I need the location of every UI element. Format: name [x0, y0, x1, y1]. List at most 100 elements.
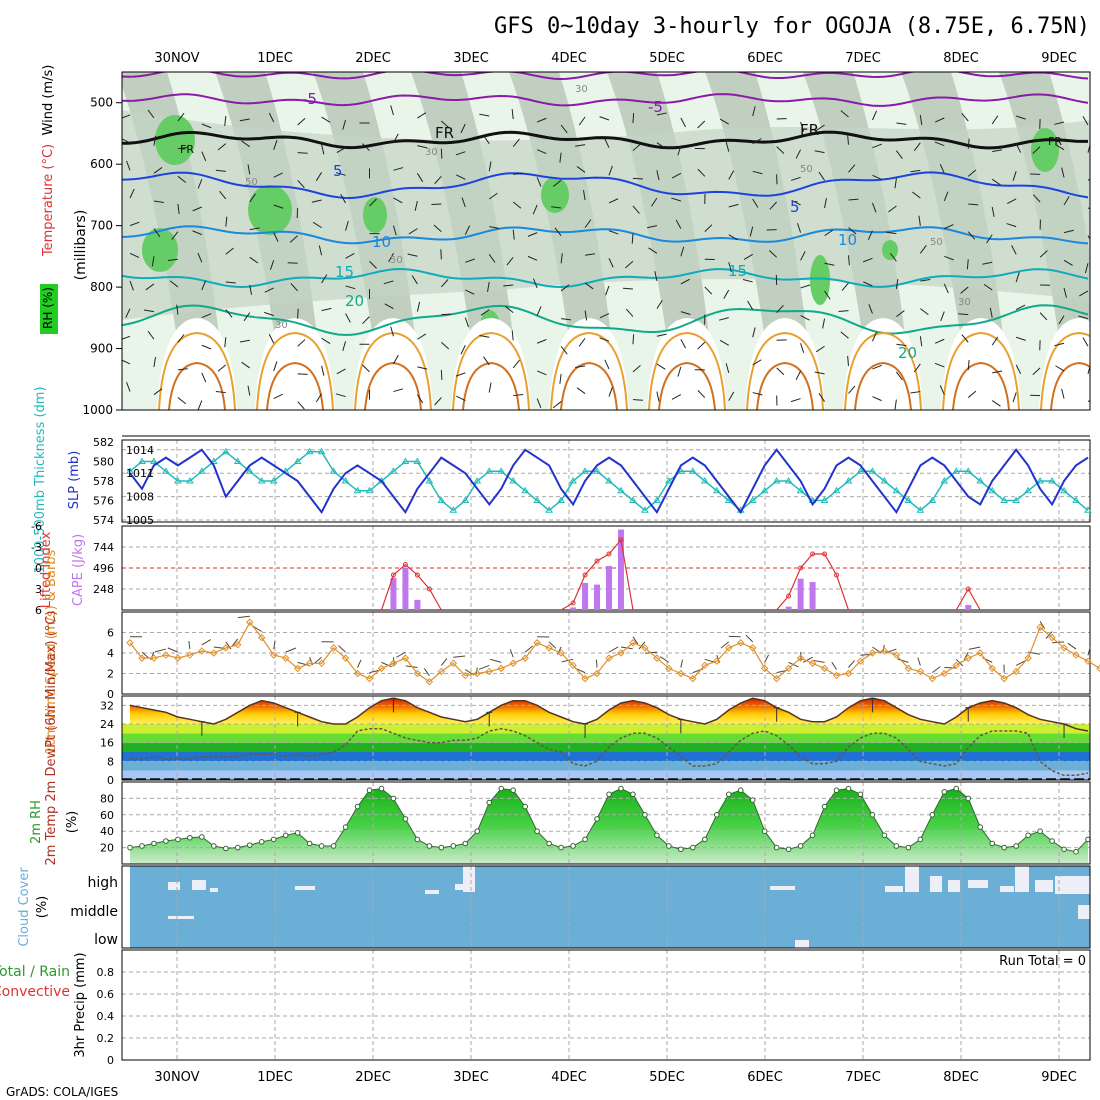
clear-sky-cell — [785, 886, 795, 890]
wind-speed-point — [701, 661, 709, 670]
wind-barb — [728, 170, 735, 180]
thickness-point — [174, 477, 182, 484]
wind-barb-10m — [1015, 660, 1026, 666]
thickness-point — [341, 477, 350, 484]
wind-barb — [1087, 235, 1090, 241]
wind-barb — [201, 123, 212, 129]
wind-barb — [345, 313, 351, 323]
isotherm-label: FR — [435, 124, 454, 142]
wind-barb — [369, 198, 377, 207]
thickness-point — [1084, 506, 1092, 513]
cloud-layer-label: high — [87, 875, 118, 891]
rh-point — [785, 846, 792, 853]
y-tick-label: 0.6 — [97, 988, 115, 1001]
thickness-point — [868, 467, 877, 474]
wind-barb — [197, 252, 203, 263]
wind-barb — [728, 262, 732, 273]
wind-barb — [321, 337, 331, 344]
rh-point — [761, 828, 768, 835]
wind-speed-point — [533, 639, 541, 647]
wind-barb — [680, 117, 686, 128]
wind-barb — [129, 188, 135, 199]
temp-color-band — [122, 733, 1090, 743]
rh-point — [294, 830, 301, 836]
temp-color-band — [122, 770, 1090, 780]
wind-barb-10m — [524, 645, 534, 653]
wind-barb-10m — [423, 668, 430, 676]
rh-point — [821, 803, 828, 810]
thickness-axis-label: 1000-500mb Thickness (dm) — [33, 386, 48, 573]
date-label: 3DEC — [453, 51, 489, 66]
wind-barb — [441, 120, 450, 129]
date-label: 8DEC — [943, 51, 979, 66]
rh-point — [1037, 828, 1043, 835]
wind-barb — [145, 283, 155, 291]
wind-barb — [886, 231, 897, 235]
wind-barb — [608, 198, 619, 204]
wind-barb — [312, 221, 322, 229]
isotherm-loop — [1040, 331, 1090, 410]
thickness-point — [1060, 486, 1068, 494]
wind-barb — [992, 149, 1003, 153]
rh-point — [522, 803, 528, 810]
y-tick-label: 60 — [100, 809, 114, 822]
wind-barb — [1007, 198, 1017, 204]
wind-barb — [752, 170, 763, 175]
wind-barb — [311, 199, 322, 203]
slp-series-line — [129, 448, 1089, 515]
wind-barb — [241, 361, 251, 369]
wind-barb — [991, 206, 995, 217]
dewpoint-line — [130, 727, 1089, 777]
rh-point — [630, 791, 636, 798]
wind-speed-point — [904, 664, 913, 673]
rh-spot — [541, 177, 569, 213]
wind-barb — [176, 304, 179, 315]
rh-point — [163, 838, 169, 844]
wind-barb-10m — [932, 666, 941, 674]
wind-barb — [1012, 392, 1017, 403]
wind-barb — [863, 281, 873, 287]
wind-barb — [872, 174, 882, 180]
date-label: 1DEC — [257, 51, 293, 66]
thickness-point — [293, 457, 302, 464]
wind-barb — [345, 285, 356, 290]
thickness-point — [533, 496, 542, 503]
wind-barb — [1063, 259, 1073, 266]
wind-barb — [815, 124, 825, 132]
wind-barb — [264, 287, 274, 293]
thickness-point — [676, 467, 685, 474]
wind-barb-10m — [764, 654, 770, 663]
isotherm-loop — [942, 331, 1020, 410]
wind-barb — [129, 252, 140, 258]
rh-point — [211, 843, 217, 849]
wind-barb — [390, 105, 394, 116]
rh-point — [809, 832, 816, 839]
clear-sky-cell — [1015, 866, 1029, 892]
wind-barb — [1015, 143, 1022, 153]
wind-speed-point — [198, 647, 206, 655]
rh-point — [223, 845, 229, 852]
wind-barb — [671, 197, 681, 202]
li-point — [390, 572, 396, 578]
wind-barb-10m — [944, 667, 957, 669]
wind-barb — [527, 232, 538, 237]
wind-barb — [608, 165, 613, 176]
wind-barb-10m — [548, 641, 557, 649]
date-label: 4DEC — [551, 51, 587, 66]
wind-barb-10m — [561, 658, 574, 663]
isotherm-loop — [844, 331, 922, 410]
wind-barb — [511, 109, 514, 120]
y-tick-label: 2 — [107, 668, 114, 681]
wind-barb — [1082, 116, 1089, 126]
thickness-point — [617, 486, 625, 494]
wind-barb-10m — [968, 646, 981, 650]
wind-barb — [1087, 143, 1090, 153]
wind-barb — [725, 141, 730, 152]
wind-barb — [1087, 364, 1090, 375]
wind-barb — [697, 341, 706, 350]
y-tick-label-right: 496 — [93, 562, 114, 575]
clear-sky-cell — [885, 886, 903, 892]
rh-point — [917, 836, 924, 843]
thickness-point — [485, 467, 494, 474]
clear-sky-cell — [425, 890, 439, 894]
